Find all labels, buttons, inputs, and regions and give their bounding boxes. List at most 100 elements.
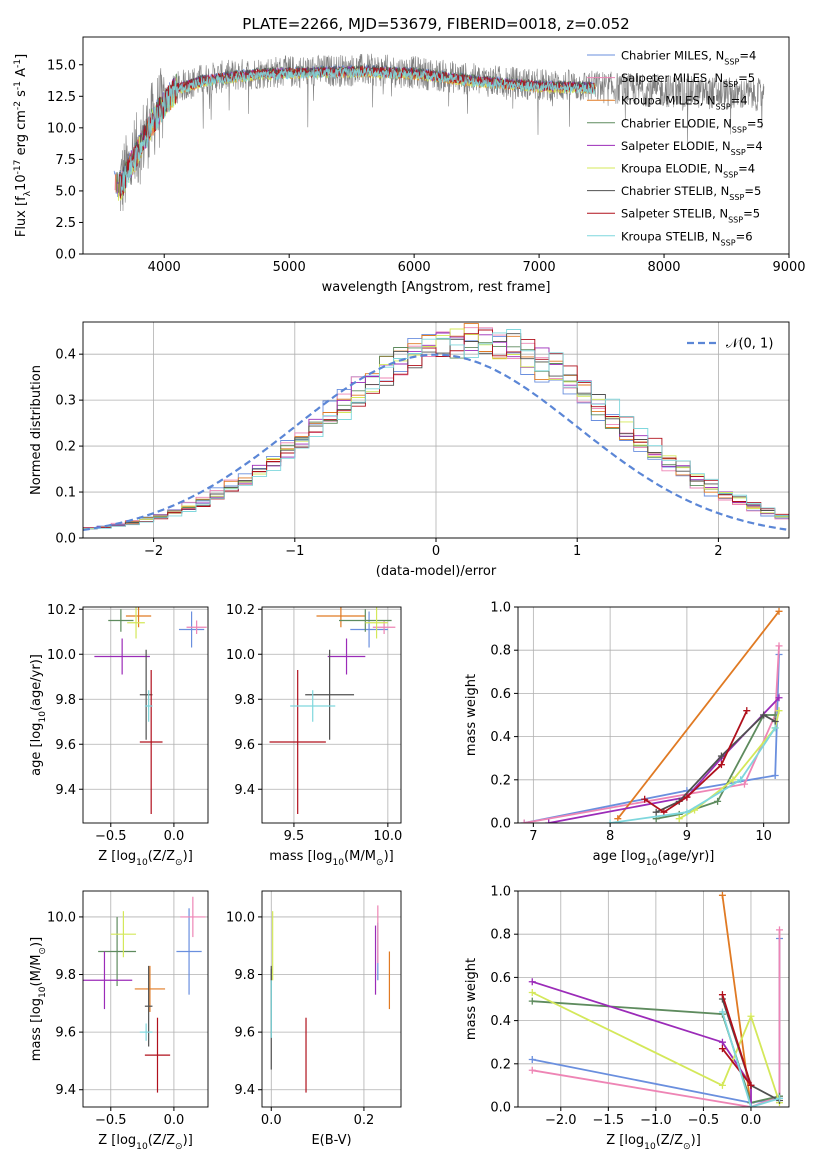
y-tick-label: 0.8 bbox=[490, 644, 511, 659]
x-tick-label: −0.5 bbox=[95, 1113, 127, 1128]
x-tick-label: −1.0 bbox=[640, 1113, 672, 1128]
errorbar-point bbox=[139, 670, 163, 814]
x-axis-label: Z [log10(Z/Z⊙)] bbox=[98, 849, 193, 868]
y-tick-label: 9.6 bbox=[234, 738, 255, 753]
plot-area bbox=[269, 607, 396, 814]
errorbar-point bbox=[144, 965, 153, 1047]
y-axis-label: Normed distribution bbox=[29, 365, 44, 495]
y-tick-label: 10.2 bbox=[226, 603, 255, 618]
weight-marker bbox=[775, 642, 783, 650]
weight-marker bbox=[747, 1081, 755, 1089]
plot-area bbox=[113, 53, 765, 212]
y-tick-label: 10.0 bbox=[226, 910, 255, 925]
y-tick-label: 9.8 bbox=[55, 693, 76, 708]
weight-marker bbox=[528, 989, 536, 997]
weight-marker bbox=[729, 776, 737, 784]
x-tick-label: 1 bbox=[573, 544, 581, 559]
weight-series-line bbox=[721, 1011, 780, 1107]
weight-series-line bbox=[523, 645, 780, 823]
y-tick-label: 15.0 bbox=[47, 58, 76, 73]
y-tick-label: 9.6 bbox=[55, 738, 76, 753]
weight-vs-metallicity-panel: −2.0 −1.5 −1.0 −0.5 0.0 0.0 0.2 0.4 0.6 0.8 1.0 Z [… bbox=[464, 885, 790, 1152]
y-tick-label: 9.6 bbox=[55, 1026, 76, 1041]
legend-entry: Kroupa ELODIE, NSSP=4 bbox=[621, 162, 755, 180]
weight-marker bbox=[737, 776, 745, 784]
errorbar-point bbox=[83, 951, 133, 1010]
weight-marker bbox=[747, 1012, 755, 1020]
x-axis-label: E(B-V) bbox=[311, 1133, 351, 1148]
y-axis-label: mass weight bbox=[464, 958, 479, 1040]
x-tick-label: 9 bbox=[683, 829, 691, 844]
weight-marker bbox=[714, 797, 722, 805]
legend-entry: Kroupa MILES, NSSP=4 bbox=[621, 94, 748, 112]
x-tick-label: −1 bbox=[285, 544, 304, 559]
legend-entry: Kroupa STELIB, NSSP=6 bbox=[621, 229, 753, 247]
legend-entry: Salpeter MILES, NSSP=5 bbox=[621, 71, 755, 89]
y-tick-label: 0.3 bbox=[55, 394, 76, 409]
errorbar-point bbox=[176, 908, 202, 995]
y-tick-label: 0.2 bbox=[55, 440, 76, 455]
figure-title: PLATE=2266, MJD=53679, FIBERID=0018, z=0… bbox=[242, 15, 629, 33]
errorbar-point bbox=[339, 609, 392, 632]
spectrum-panel: 4000 5000 6000 7000 8000 9000 0.0 2.5 5.0 7.5 10.0… bbox=[13, 36, 806, 295]
mass-vs-metallicity-panel: −0.5 0.0 9.4 9.6 9.8 10.0 Z [log10(Z/Z⊙)] mass … bbox=[29, 890, 209, 1152]
x-tick-label: 6000 bbox=[398, 260, 431, 275]
x-tick-label: 0 bbox=[432, 544, 440, 559]
weight-marker bbox=[718, 991, 726, 999]
y-tick-label: 9.4 bbox=[234, 783, 255, 798]
age-vs-metallicity-panel: −0.5 0.0 9.4 9.6 9.8 10.0 10.2 Z [log10(Z/Z⊙)] a… bbox=[29, 603, 209, 868]
errorbar-point bbox=[365, 607, 388, 639]
x-axis-label: mass [log10(M/M⊙)] bbox=[269, 849, 393, 868]
weight-marker bbox=[760, 711, 768, 719]
errorbar-point bbox=[110, 911, 137, 958]
y-tick-label: 12.5 bbox=[47, 90, 76, 105]
x-axis-label: age [log10(age/yr)] bbox=[593, 849, 715, 868]
y-tick-label: 5.0 bbox=[55, 184, 76, 199]
errorbar-point bbox=[269, 670, 326, 814]
errorbar-point bbox=[94, 638, 150, 675]
errorbar-point bbox=[98, 916, 137, 987]
x-axis-label: wavelength [Angstrom, rest frame] bbox=[322, 280, 551, 295]
y-tick-label: 0.8 bbox=[490, 928, 511, 943]
errorbar-point bbox=[290, 690, 336, 722]
weight-marker bbox=[528, 978, 536, 986]
x-tick-label: 7 bbox=[529, 829, 537, 844]
x-tick-label: −0.5 bbox=[95, 829, 127, 844]
x-tick-label: 5000 bbox=[273, 260, 306, 275]
weight-marker bbox=[771, 724, 779, 732]
errorbar-point bbox=[144, 690, 153, 722]
weight-marker bbox=[740, 780, 748, 788]
y-tick-label: 0.2 bbox=[490, 773, 511, 788]
plot-area bbox=[94, 607, 207, 814]
legend-entry: Chabrier ELODIE, NSSP=5 bbox=[621, 116, 764, 134]
y-tick-label: 0.4 bbox=[490, 730, 511, 745]
x-tick-label: −1.5 bbox=[593, 1113, 625, 1128]
weight-vs-age-panel: 7 8 9 10 0.0 0.2 0.4 0.6 0.8 1.0 age [log10(age/yr… bbox=[464, 601, 790, 868]
y-tick-label: 0.0 bbox=[55, 248, 76, 263]
y-tick-label: 9.4 bbox=[55, 1083, 76, 1098]
axes-frame bbox=[82, 890, 209, 1108]
y-axis-label: mass weight bbox=[464, 674, 479, 756]
errorbar-point bbox=[186, 620, 207, 634]
weight-marker bbox=[771, 717, 779, 725]
errorbar-point bbox=[327, 638, 366, 675]
y-tick-label: 1.0 bbox=[490, 885, 511, 900]
weight-series-line bbox=[609, 727, 776, 823]
x-axis-label: Z [log10(Z/Z⊙)] bbox=[606, 1133, 701, 1152]
weight-marker bbox=[775, 1094, 783, 1102]
y-tick-label: 9.8 bbox=[55, 968, 76, 983]
plot-area bbox=[270, 905, 391, 1093]
errorbar-point bbox=[127, 607, 145, 639]
x-tick-label: 0.0 bbox=[164, 829, 185, 844]
weight-marker bbox=[717, 761, 725, 769]
model-spectrum bbox=[119, 67, 596, 194]
axes-frame bbox=[517, 890, 790, 1108]
x-tick-label: 10 bbox=[755, 829, 772, 844]
weight-series-line bbox=[532, 929, 781, 1107]
y-tick-label: 0.1 bbox=[55, 486, 76, 501]
x-tick-label: −0.5 bbox=[688, 1113, 720, 1128]
x-tick-label: 9.5 bbox=[284, 829, 305, 844]
weight-marker bbox=[520, 819, 528, 823]
axes-frame bbox=[82, 606, 209, 824]
weight-marker bbox=[675, 815, 683, 823]
